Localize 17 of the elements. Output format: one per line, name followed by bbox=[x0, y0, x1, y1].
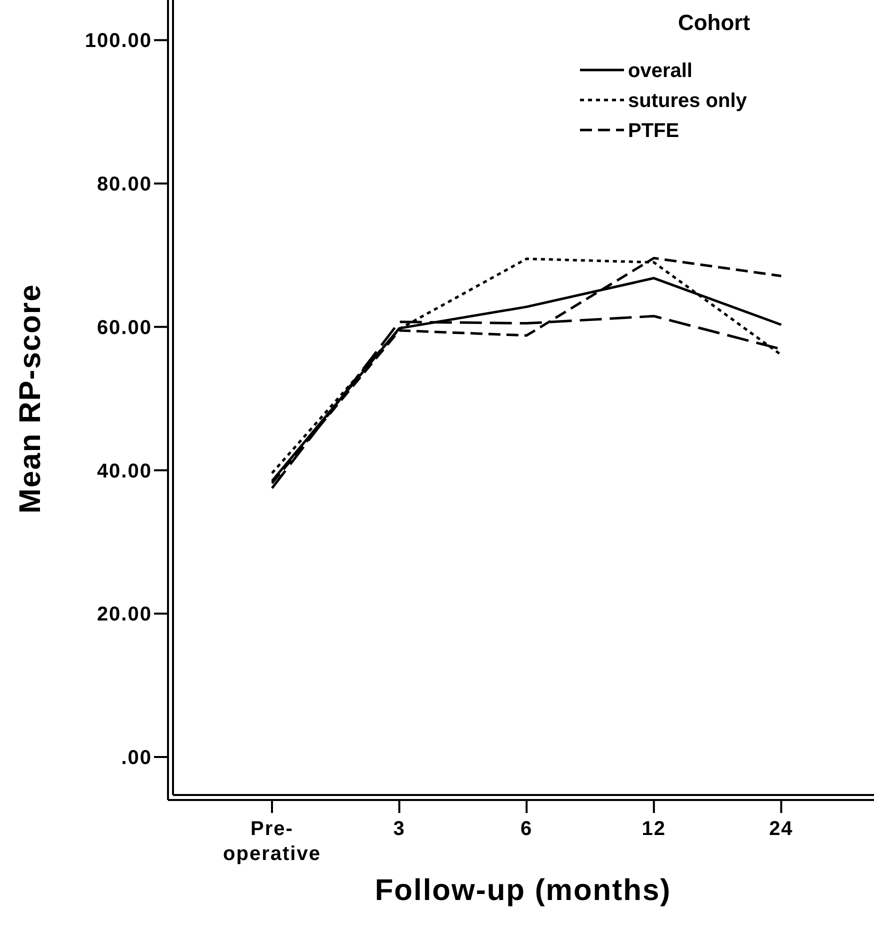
x-axis-title: Follow-up (months) bbox=[374, 874, 672, 907]
legend-title: Cohort bbox=[678, 10, 751, 35]
y-tick-label: .00 bbox=[121, 747, 152, 770]
x-tick-label: 24 bbox=[769, 818, 794, 840]
y-axis-title: Mean RP-score bbox=[14, 284, 47, 514]
x-tick-label: 6 bbox=[520, 818, 533, 840]
legend-label: PTFE bbox=[628, 120, 680, 142]
y-tick-label: 20.00 bbox=[96, 604, 152, 626]
legend-label: sutures only bbox=[628, 90, 748, 112]
y-tick-label: 80.00 bbox=[96, 174, 152, 196]
legend-label: overall bbox=[628, 60, 692, 82]
y-tick-label: 60.00 bbox=[96, 316, 152, 339]
y-tick-label: 40.00 bbox=[96, 460, 152, 482]
x-tick-label: Pre-operative bbox=[223, 818, 321, 865]
x-tick-label: 3 bbox=[393, 818, 406, 840]
x-tick-label: 12 bbox=[642, 818, 666, 840]
y-tick-label: 100.00 bbox=[84, 30, 152, 52]
